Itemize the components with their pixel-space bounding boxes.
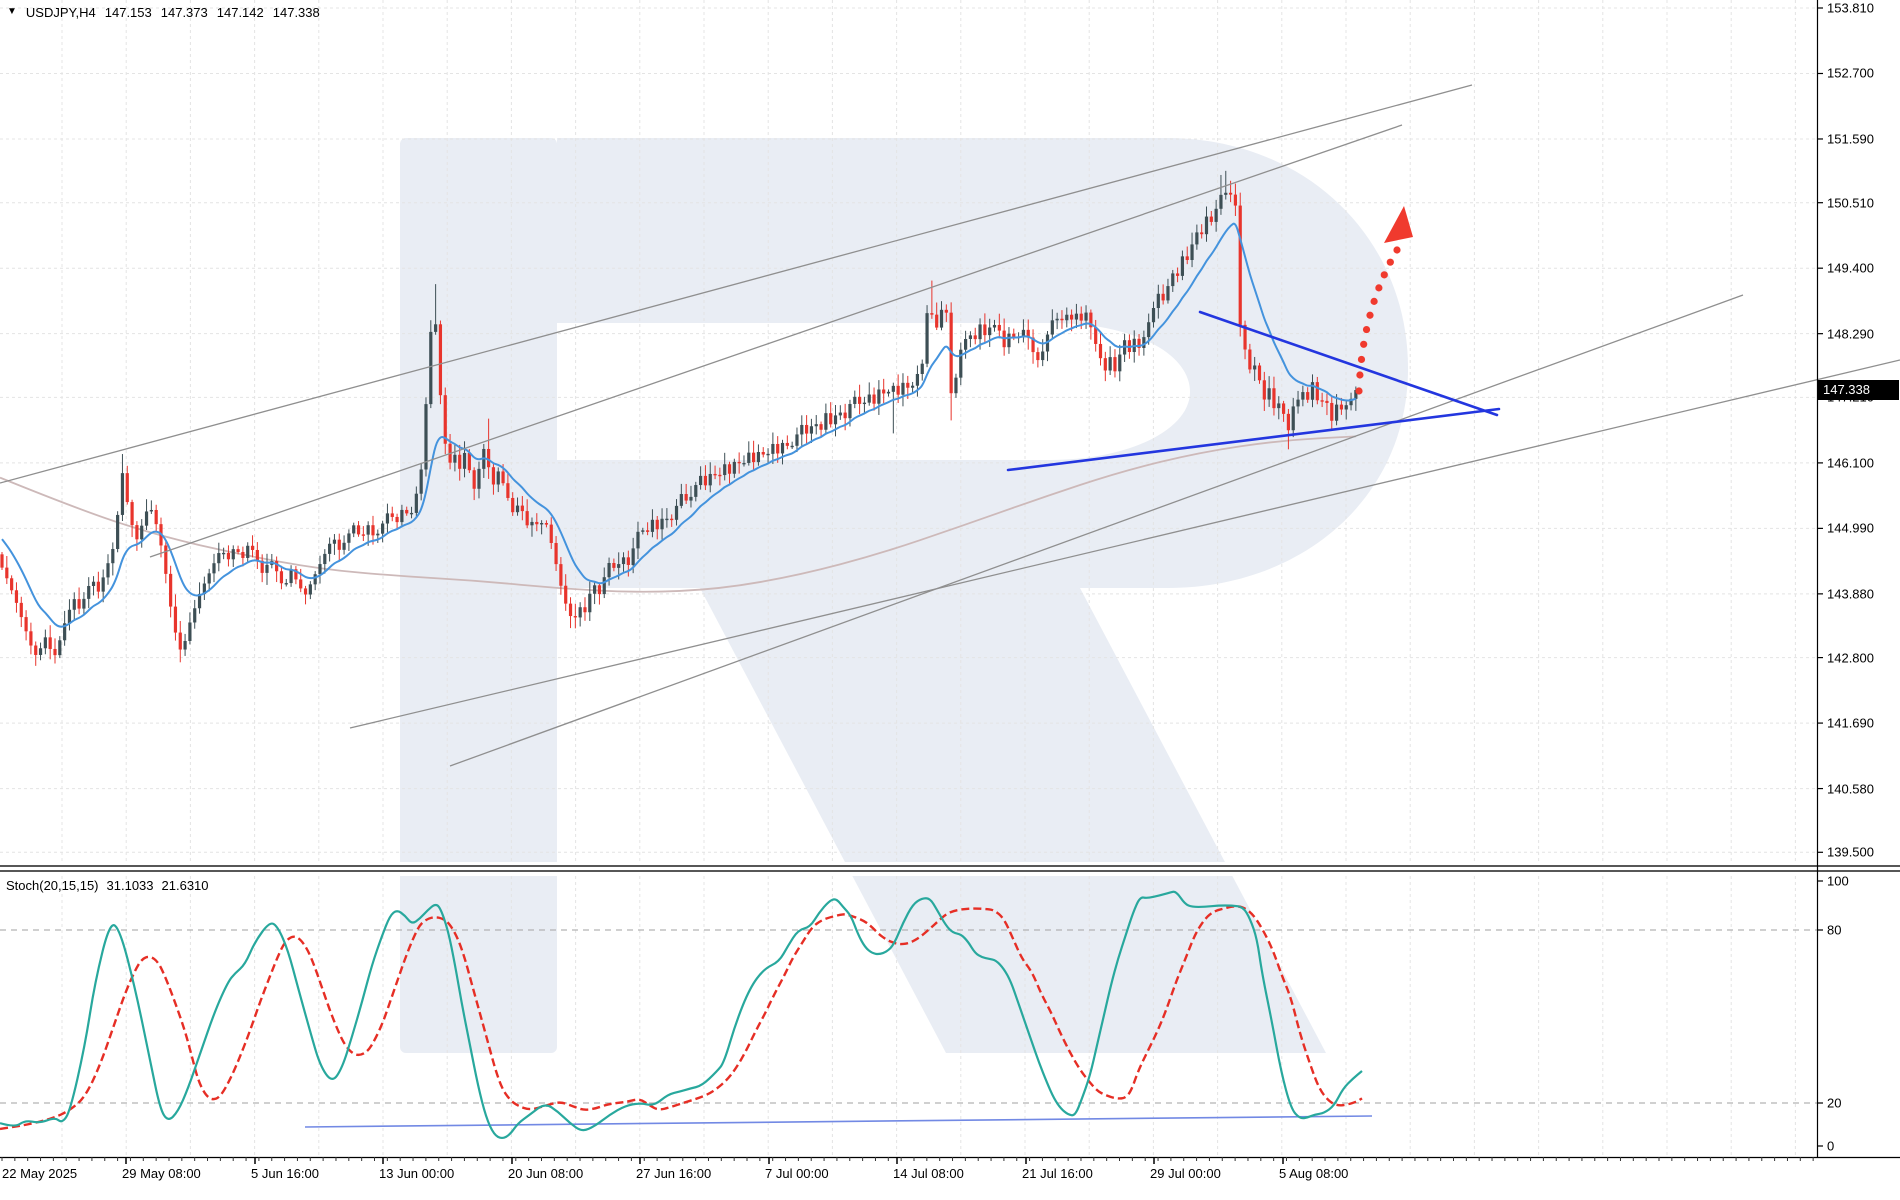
time-axis-label: 5 Jun 16:00 <box>251 1166 319 1181</box>
price-axis-label: 141.690 <box>1827 715 1874 731</box>
price-axis-label: 153.810 <box>1827 0 1874 16</box>
indicator-header: Stoch(20,15,15) 31.1033 21.6310 <box>6 878 209 893</box>
current-price-badge: 147.338 <box>1818 380 1899 400</box>
price-axis-label: 150.510 <box>1827 195 1874 211</box>
time-axis-label: 20 Jun 08:00 <box>508 1166 584 1181</box>
stoch-axis-label: 100 <box>1827 873 1849 889</box>
breakout-arrow <box>1355 206 1413 395</box>
indicator-d-value: 21.6310 <box>161 878 209 893</box>
ohlc-close: 147.338 <box>272 5 320 20</box>
ohlc-high: 147.373 <box>160 5 208 20</box>
stoch-axis-label: 80 <box>1827 922 1842 938</box>
price-axis-label: 140.580 <box>1827 781 1874 797</box>
price-axis-label: 144.990 <box>1827 520 1874 536</box>
symbol-period-label: USDJPY,H4 <box>25 5 96 20</box>
ohlc-low: 147.142 <box>216 5 264 20</box>
price-axis-label: 139.500 <box>1827 844 1874 860</box>
time-axis-label: 21 Jul 16:00 <box>1022 1166 1093 1181</box>
candles-layer <box>0 170 1358 666</box>
chart-header: ▼ USDJPY,H4 147.153 147.373 147.142 147.… <box>7 5 320 20</box>
ma-fast-line <box>1 222 1357 628</box>
price-axis-label: 146.100 <box>1827 455 1874 471</box>
symbol-dropdown-icon[interactable]: ▼ <box>7 6 17 17</box>
time-axis-label: 29 Jul 00:00 <box>1150 1166 1221 1181</box>
indicator-name: Stoch(20,15,15) <box>6 878 99 893</box>
stochastic-lines <box>0 890 1373 1140</box>
time-axis-label: 7 Jul 00:00 <box>765 1166 829 1181</box>
price-axis-label: 151.590 <box>1827 131 1874 147</box>
price-axis-label: 149.400 <box>1827 260 1874 276</box>
time-axis-label: 29 May 08:00 <box>122 1166 201 1181</box>
time-axis-label: 5 Aug 08:00 <box>1279 1166 1349 1181</box>
time-axis-label: 13 Jun 00:00 <box>379 1166 455 1181</box>
gridlines <box>0 0 1817 1157</box>
ohlc-open: 147.153 <box>104 5 152 20</box>
price-axis-label: 143.880 <box>1827 586 1874 602</box>
trendlines <box>0 84 1900 767</box>
time-axis-label: 22 May 2025 <box>2 1166 78 1181</box>
price-axis-label: 142.800 <box>1827 650 1874 666</box>
indicator-k-value: 31.1033 <box>106 878 154 893</box>
price-axis-label: 152.700 <box>1827 65 1874 81</box>
time-axis-label: 27 Jun 16:00 <box>636 1166 712 1181</box>
stoch-axis-label: 0 <box>1827 1138 1835 1154</box>
pennant-lines <box>1006 310 1501 472</box>
watermark-logo <box>400 138 1409 1053</box>
time-axis-label: 14 Jul 08:00 <box>893 1166 964 1181</box>
current-price-value: 147.338 <box>1823 382 1870 397</box>
price-axis-label: 148.290 <box>1827 326 1874 342</box>
stoch-axis-label: 20 <box>1827 1095 1842 1111</box>
